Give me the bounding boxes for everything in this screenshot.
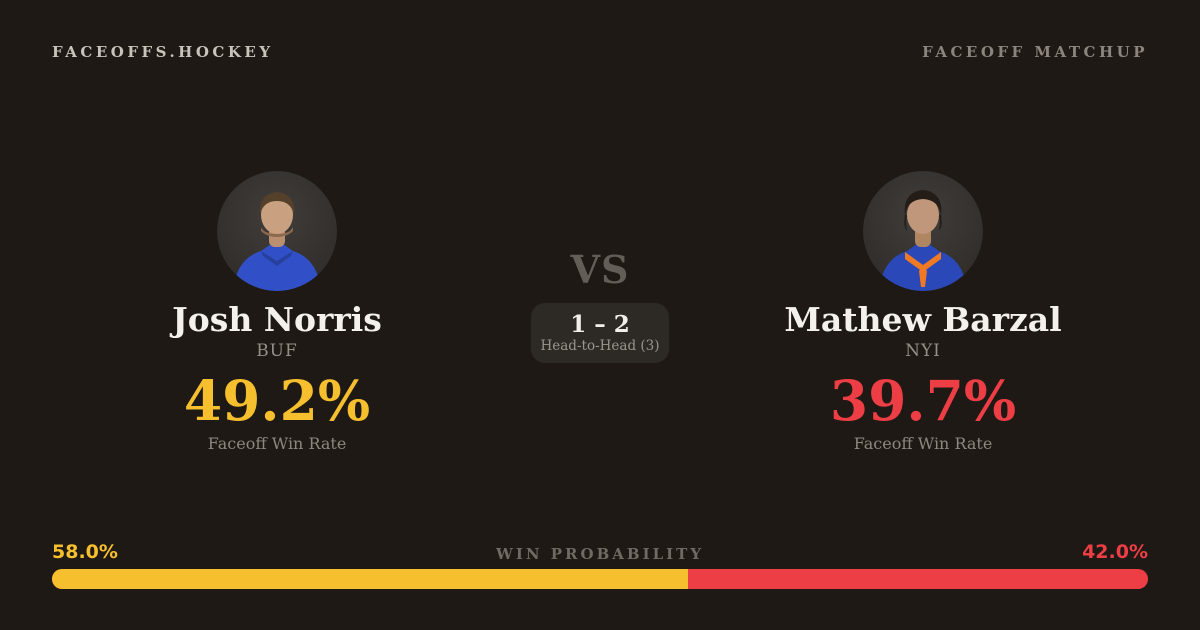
- win-probability-title: WIN PROBABILITY: [495, 545, 705, 563]
- player-panel-left: Josh Norris BUF 49.2% Faceoff Win Rate: [52, 171, 502, 453]
- head-to-head-label: Head-to-Head (3): [540, 338, 660, 355]
- win-rate-label-right: Faceoff Win Rate: [853, 434, 993, 454]
- win-probability-bar: [52, 569, 1148, 589]
- player-panel-right: Mathew Barzal NYI 39.7% Faceoff Win Rate: [698, 171, 1148, 453]
- head-to-head-box: 1 – 2 Head-to-Head (3): [531, 303, 669, 363]
- player-headshot-nyi-icon: [863, 171, 983, 291]
- player-team-right: NYI: [905, 340, 941, 361]
- win-rate-right: 39.7%: [829, 367, 1017, 433]
- win-probability-fill-left: [52, 569, 688, 589]
- page-title: FACEOFF MATCHUP: [922, 43, 1148, 61]
- win-rate-left: 49.2%: [183, 367, 371, 433]
- player-headshot-buf-icon: [217, 171, 337, 291]
- player-team-left: BUF: [256, 340, 298, 361]
- head-to-head-score: 1 – 2: [570, 310, 630, 338]
- win-probability-right-value: 42.0%: [1082, 541, 1148, 563]
- player-name-left: Josh Norris: [172, 300, 382, 339]
- win-rate-label-left: Faceoff Win Rate: [207, 434, 347, 454]
- brand-logo-text: FACEOFFS.HOCKEY: [52, 43, 274, 61]
- win-probability-left-value: 58.0%: [52, 541, 118, 563]
- vs-label: VS: [570, 247, 630, 292]
- player-name-right: Mathew Barzal: [784, 300, 1062, 339]
